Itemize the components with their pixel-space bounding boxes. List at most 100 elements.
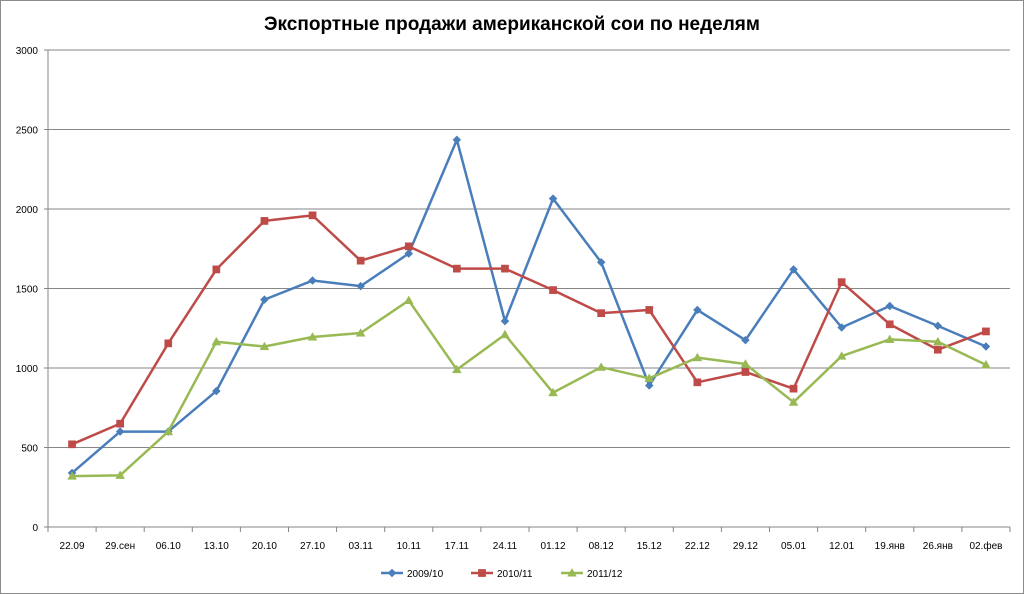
data-point: [644, 381, 654, 390]
data-point: [307, 332, 318, 341]
x-tick-label: 13.10: [204, 541, 229, 552]
x-tick-label: 22.09: [60, 541, 85, 552]
series-2010-11: [68, 211, 990, 449]
data-point: [837, 278, 846, 286]
data-point: [404, 249, 414, 258]
data-point: [645, 306, 654, 314]
data-point: [260, 217, 269, 225]
data-point: [981, 342, 991, 351]
data-point: [836, 351, 847, 360]
data-point: [116, 419, 125, 428]
data-point: [356, 256, 365, 265]
x-tick-label: 03.11: [349, 541, 374, 552]
data-point: [548, 387, 558, 397]
legend-item: 2010/11: [471, 569, 533, 580]
data-point: [500, 329, 510, 339]
y-tick-label: 2500: [16, 126, 39, 137]
x-tick-label: 08.12: [589, 541, 614, 552]
grid-layer: [48, 49, 1010, 448]
data-point: [741, 368, 750, 376]
data-point: [68, 440, 76, 449]
data-point: [981, 359, 991, 369]
series-2009-10: [67, 135, 991, 478]
data-point: [355, 328, 366, 337]
x-tick-label: 06.10: [156, 541, 181, 552]
legend-label: 2009/10: [407, 569, 444, 580]
y-tick-label: 1500: [16, 285, 39, 296]
legend-item: 2009/10: [381, 568, 444, 580]
x-tick-label: 24.11: [493, 541, 518, 552]
x-tick-label: 10.11: [397, 541, 422, 552]
data-point: [67, 471, 77, 480]
y-tick-label: 500: [21, 444, 38, 455]
legend-item: 2011/12: [561, 568, 623, 580]
data-point: [115, 427, 125, 436]
x-tick-label: 02.фев: [969, 540, 1002, 552]
x-tick-label: 19.янв: [875, 541, 905, 552]
series-line: [70, 214, 988, 446]
data-point: [740, 359, 751, 368]
data-point: [453, 264, 461, 273]
series-2011-12: [67, 295, 991, 480]
data-point: [500, 316, 510, 326]
chart-title: Экспортные продажи американской сои по н…: [264, 14, 760, 35]
data-point: [596, 362, 606, 371]
data-point: [741, 335, 750, 345]
data-point: [211, 386, 221, 396]
y-tick-label: 3000: [16, 46, 39, 57]
data-point: [356, 281, 366, 291]
x-tick-label: 20.10: [252, 541, 277, 552]
x-tick-label: 27.10: [300, 541, 325, 552]
y-tick-label: 2000: [16, 205, 39, 216]
data-point: [260, 295, 269, 304]
x-tick-label: 29.сен: [105, 541, 135, 552]
data-point: [885, 320, 894, 329]
data-point: [596, 257, 606, 267]
data-point: [933, 321, 943, 331]
data-point: [692, 352, 703, 362]
data-point: [501, 264, 509, 273]
series-line: [70, 299, 988, 478]
data-point: [403, 295, 414, 304]
data-point: [933, 336, 943, 346]
data-point: [644, 373, 655, 382]
data-point: [548, 194, 558, 204]
data-point: [789, 384, 798, 393]
data-point: [308, 211, 317, 220]
data-point: [259, 341, 270, 351]
data-point: [212, 265, 221, 274]
legend-marker: [478, 569, 486, 577]
data-point: [163, 426, 174, 436]
y-tick-label: 0: [32, 523, 38, 534]
series-layer: [67, 135, 991, 480]
legend-label: 2011/12: [587, 569, 623, 580]
data-point: [452, 135, 462, 145]
data-point: [308, 276, 317, 285]
legend-label: 2010/11: [497, 569, 533, 580]
data-point: [788, 397, 799, 406]
y-tick-label: 1000: [16, 364, 39, 375]
data-point: [692, 305, 702, 315]
data-point: [452, 364, 462, 374]
legend-marker: [567, 568, 577, 577]
legend-marker: [387, 568, 397, 578]
axis-layer: 0 500 1000 1500 2000 2500 3000 22.09 29.сен 06.10…: [16, 46, 1011, 552]
x-tick-label: 15.12: [637, 541, 662, 552]
x-tick-label: 05.01: [781, 541, 806, 552]
data-point: [982, 327, 990, 336]
data-point: [164, 339, 173, 348]
x-tick-label: 29.12: [733, 541, 758, 552]
x-tick-label: 17.11: [445, 541, 470, 552]
data-point: [885, 301, 895, 311]
data-point: [934, 345, 942, 354]
data-point: [115, 470, 125, 479]
data-point: [837, 323, 847, 332]
data-point: [404, 242, 413, 251]
data-point: [211, 336, 222, 346]
data-point: [693, 378, 702, 387]
legend: 2009/10 2010/11 2011/12: [381, 568, 623, 580]
series-line: [70, 138, 988, 475]
x-tick-label: 01.12: [541, 541, 566, 552]
